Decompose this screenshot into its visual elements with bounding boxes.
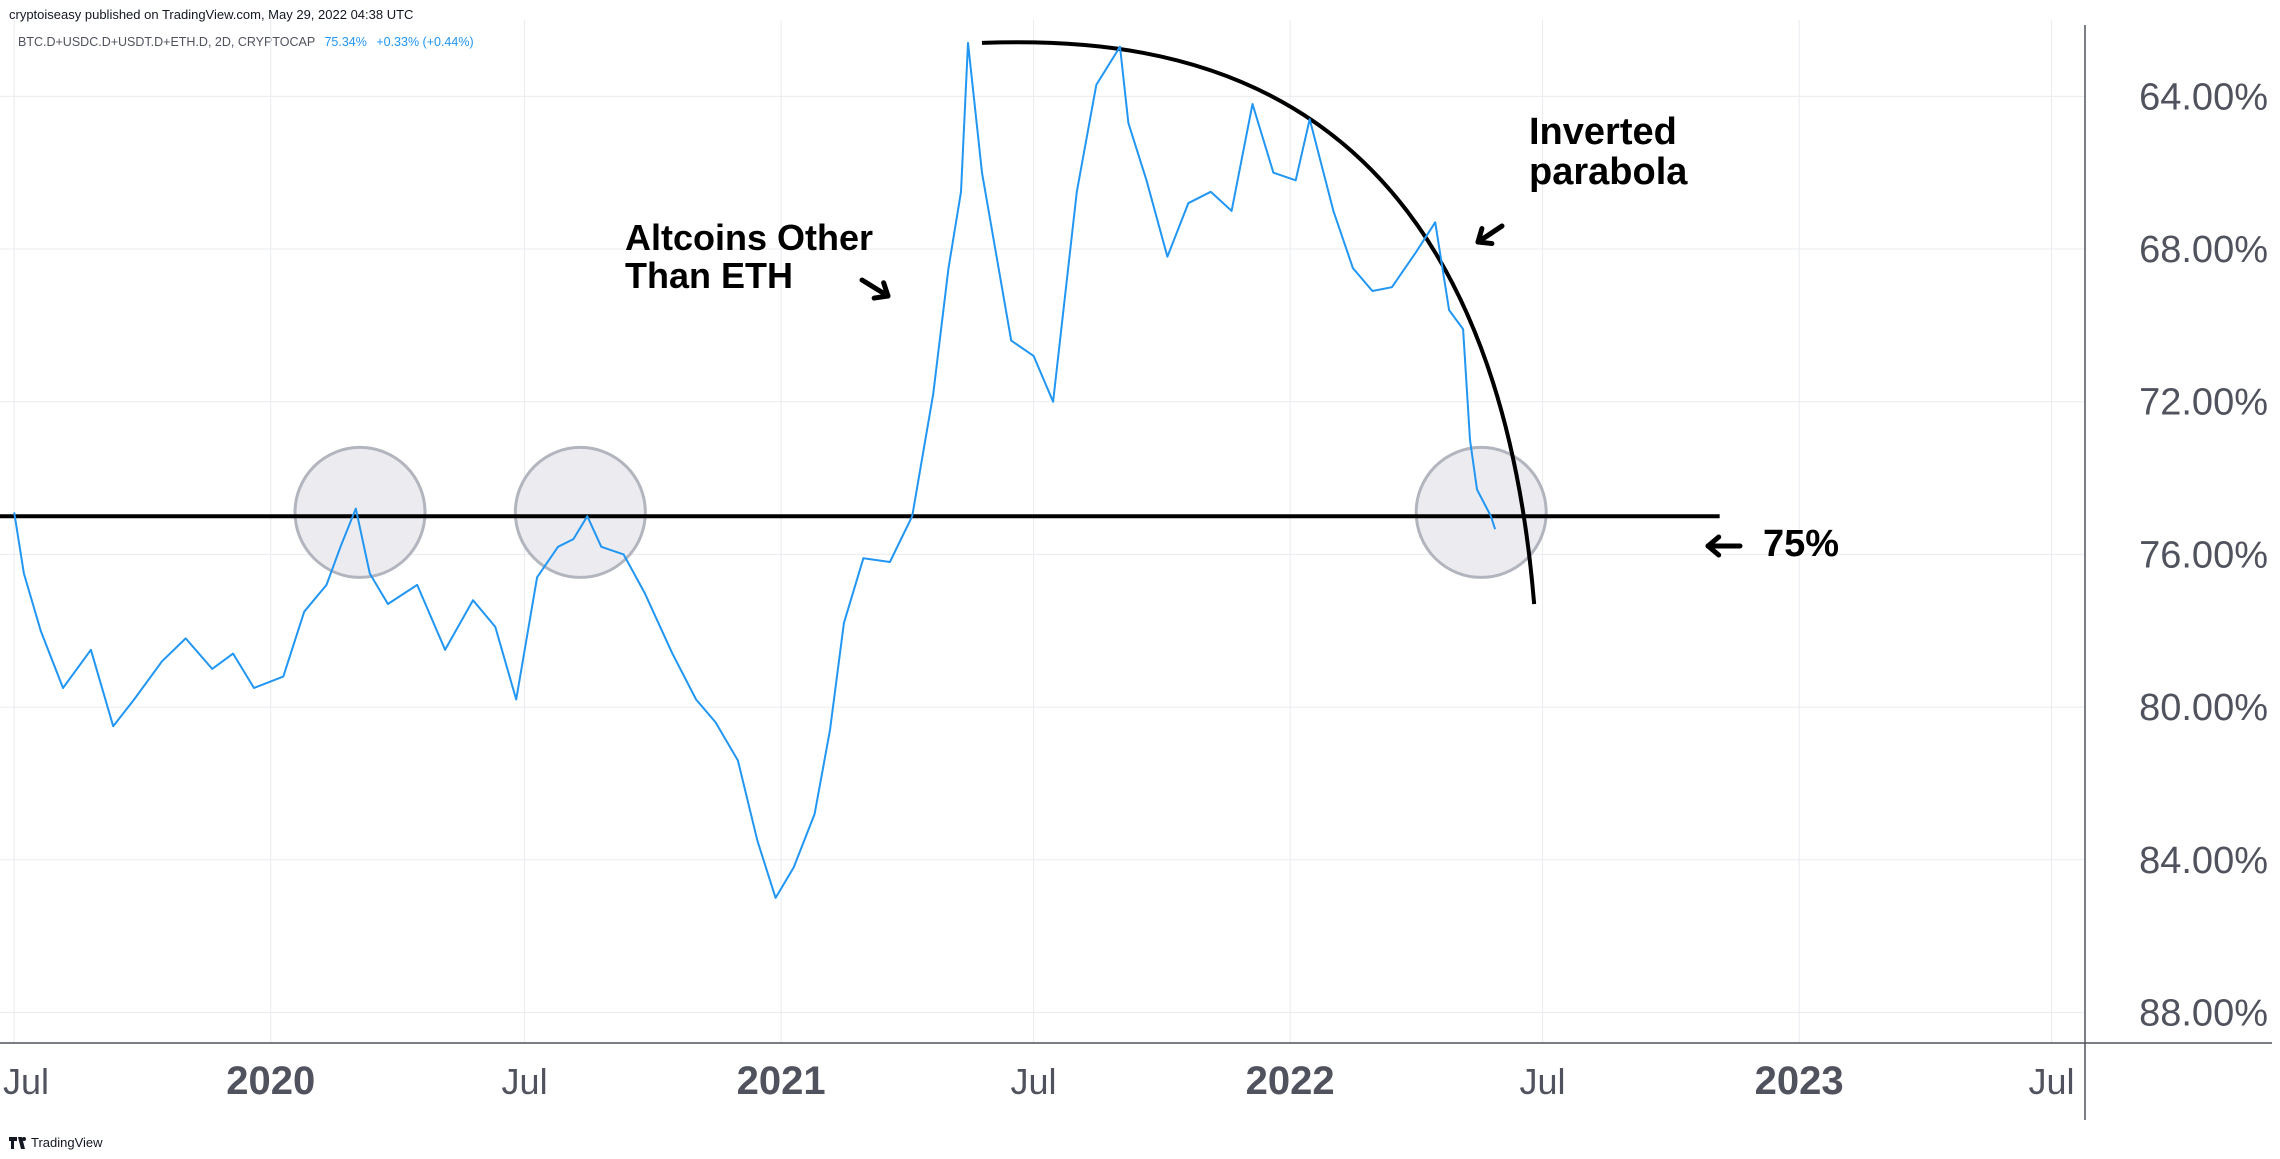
level-arrow-icon (1705, 534, 1743, 558)
level-annotation: 75% (1763, 523, 1840, 565)
y-tick-label: 80.00% (2139, 687, 2268, 729)
arrow-head (871, 280, 891, 301)
altcoins-arrow-icon (859, 277, 891, 301)
footer-brand[interactable]: TradingView (9, 1135, 103, 1150)
arrow-shaft (859, 277, 891, 299)
tradingview-logo-icon (9, 1136, 27, 1149)
arrow-head (1475, 226, 1495, 247)
x-tick-label: Jul (3, 1061, 49, 1102)
x-tick-label: Jul (1011, 1061, 1057, 1102)
x-tick-label: Jul (502, 1061, 548, 1102)
dominance-series-line (13, 41, 1497, 899)
x-tick-label: 2023 (1755, 1059, 1844, 1103)
axes: 64.00% 68.00% 72.00% 76.00% 80.00% 84.00% 88.0… (0, 25, 2272, 1120)
arrow-head (1705, 534, 1722, 558)
highlight-circle (513, 445, 647, 579)
series-layer (13, 41, 1497, 899)
annotation-layer (0, 40, 1743, 605)
last-value: 75.34% (324, 35, 367, 49)
y-tick-label: 68.00% (2139, 229, 2268, 271)
inverted-parabola-curve (981, 40, 1537, 605)
highlight-circle (293, 445, 427, 579)
x-tick-label: 2021 (737, 1059, 826, 1103)
inverted-parabola-annotation: Inverted parabola (1529, 111, 1719, 193)
symbol-legend[interactable]: BTC.D+USDC.D+USDT.D+ETH.D, 2D, CRYPTOCAP… (18, 35, 474, 49)
y-tick-label: 76.00% (2139, 534, 2268, 576)
x-tick-label: Jul (2029, 1061, 2075, 1102)
highlight-circle (1414, 445, 1548, 579)
y-tick-label: 84.00% (2139, 840, 2268, 882)
grid-lines (0, 20, 2085, 1043)
y-tick-label: 88.00% (2139, 992, 2268, 1034)
x-tick-label: 2022 (1246, 1059, 1335, 1103)
change-value: +0.33% (+0.44%) (376, 35, 474, 49)
publisher-line: cryptoiseasy published on TradingView.co… (9, 7, 414, 22)
arrow-shaft (1475, 223, 1505, 245)
altcoins-annotation: Altcoins Other Than ETH (625, 219, 895, 295)
parabola-arrow-icon (1475, 223, 1505, 247)
x-tick-label: Jul (1520, 1061, 1566, 1102)
y-tick-label: 72.00% (2139, 382, 2268, 424)
footer-brand-text: TradingView (31, 1135, 103, 1150)
symbol-name: BTC.D+USDC.D+USDT.D+ETH.D, 2D, CRYPTOCAP (18, 35, 315, 49)
altcoins-text: Altcoins Other Than ETH (625, 217, 874, 296)
y-tick-label: 64.00% (2139, 76, 2268, 118)
inverted-text: Inverted parabola (1529, 111, 1688, 193)
x-tick-label: 2020 (226, 1059, 315, 1103)
